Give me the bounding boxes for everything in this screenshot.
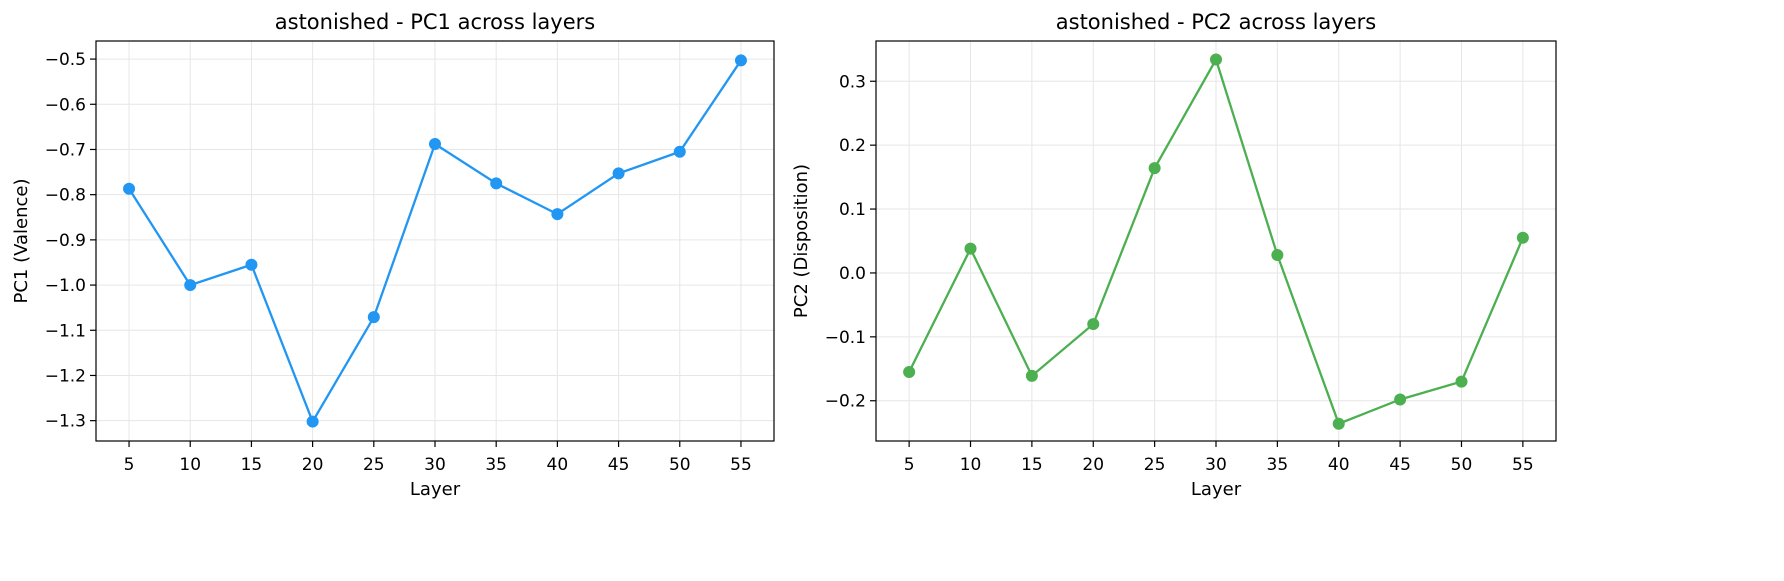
pc2-y-tick-label: 0.2: [839, 136, 866, 156]
pc1-y-tick-label: −0.8: [45, 186, 86, 206]
pc2-x-tick-label: 40: [1328, 455, 1350, 475]
pc1-y-tick-label: −1.1: [45, 321, 86, 341]
pc1-x-tick-label: 15: [241, 455, 263, 475]
pc1-x-tick-label: 30: [424, 455, 446, 475]
pc1-y-ticks: −0.5 −0.6 −0.7 −0.8 −0.9 −1.0 −1.1 −1.2 −1.3: [45, 50, 96, 432]
pc1-data-point: [245, 258, 258, 271]
pc1-x-tick-label: 55: [730, 455, 752, 475]
pc2-data-point: [1455, 375, 1468, 388]
pc1-x-tick-label: 35: [485, 455, 507, 475]
pc2-x-tick-label: 15: [1021, 455, 1043, 475]
pc1-data-point: [612, 167, 625, 180]
pc1-y-tick-label: −1.2: [45, 366, 86, 386]
pc2-series: [903, 53, 1529, 430]
pc2-y-tick-label: −0.1: [825, 328, 866, 348]
pc1-x-tick-label: 5: [124, 455, 135, 475]
pc2-data-point: [1087, 318, 1100, 331]
pc1-data-point: [184, 279, 197, 292]
pc1-y-tick-label: −0.7: [45, 140, 86, 160]
pc1-x-axis-label: Layer: [410, 479, 461, 500]
pc2-x-tick-label: 25: [1144, 455, 1166, 475]
pc2-x-tick-label: 30: [1205, 455, 1227, 475]
pc2-y-tick-label: 0.1: [839, 200, 866, 220]
pc2-y-tick-label: 0.3: [839, 72, 866, 92]
pc2-data-point: [1516, 231, 1529, 244]
pc2-x-tick-label: 55: [1512, 455, 1534, 475]
pc1-data-point: [429, 138, 441, 151]
pc1-y-tick-label: −1.3: [45, 412, 86, 432]
pc1-x-tick-label: 45: [608, 455, 630, 475]
pc1-data-point: [306, 415, 319, 428]
pc2-data-point: [903, 365, 916, 378]
pc1-chart-title: astonished - PC1 across layers: [275, 10, 595, 34]
pc2-x-tick-label: 20: [1082, 455, 1104, 475]
pc2-data-point: [1148, 162, 1161, 175]
pc1-chart: 5 10 15 20 25 30 35 40 45 50 55 −0.5−0.6−0.7−0.8−0…: [11, 10, 775, 500]
pc2-x-tick-label: 5: [904, 455, 915, 475]
pc2-y-tick-label: 0.0: [839, 264, 866, 284]
pc2-data-point: [1394, 393, 1407, 406]
pc1-y-tick-label: −1.0: [45, 276, 86, 296]
pc2-chart-title: astonished - PC2 across layers: [1056, 10, 1376, 34]
pc1-data-point: [367, 311, 380, 324]
pc2-y-tick-label: −0.2: [825, 392, 866, 412]
pc1-x-tick-label: 50: [669, 455, 691, 475]
pc1-data-point: [551, 208, 564, 221]
pc2-data-point: [1025, 369, 1038, 382]
pc1-x-tick-label: 20: [302, 455, 324, 475]
pc2-y-ticks: 0.3 0.2 0.1 0.0 −0.1 −0.2: [825, 72, 876, 412]
pc2-data-point: [1332, 417, 1345, 430]
pc1-series: [123, 54, 747, 428]
pc1-data-point: [673, 145, 686, 158]
pc2-x-tick-label: 45: [1389, 455, 1411, 475]
pc1-data-point: [490, 177, 503, 190]
pc1-y-tick-label: −0.9: [45, 231, 86, 251]
pc1-data-point: [734, 54, 747, 67]
pc2-chart: 5 10 15 20 25 30 35 40 45 50 55 0.3 0.2 0.1 0.0 −0.1 −0…: [791, 10, 1557, 500]
pc2-x-tick-label: 35: [1267, 455, 1289, 475]
pc2-data-point: [1271, 249, 1284, 262]
pc1-x-tick-label: 25: [363, 455, 385, 475]
pc1-data-point: [123, 182, 136, 195]
pc2-x-axis-label: Layer: [1191, 479, 1242, 500]
pc2-x-tick-label: 10: [960, 455, 982, 475]
pc1-y-tick-label: −0.5: [45, 50, 86, 70]
pc1-x-tick-label: 40: [547, 455, 569, 475]
pc2-data-point: [964, 242, 977, 255]
pc1-y-axis-label: PC1 (Valence): [11, 178, 32, 303]
pc2-x-ticks: 5 10 15 20 25 30 35 40 45 50 55: [904, 441, 1534, 475]
pc2-x-tick-label: 50: [1451, 455, 1473, 475]
pc1-x-tick-label: 10: [179, 455, 201, 475]
pc2-y-axis-label: PC2 (Disposition): [791, 164, 812, 318]
pc2-data-point: [1210, 53, 1222, 66]
pc1-x-ticks: 5 10 15 20 25 30 35 40 45 50 55: [124, 441, 752, 475]
pc1-y-tick-label: −0.6: [45, 95, 86, 115]
